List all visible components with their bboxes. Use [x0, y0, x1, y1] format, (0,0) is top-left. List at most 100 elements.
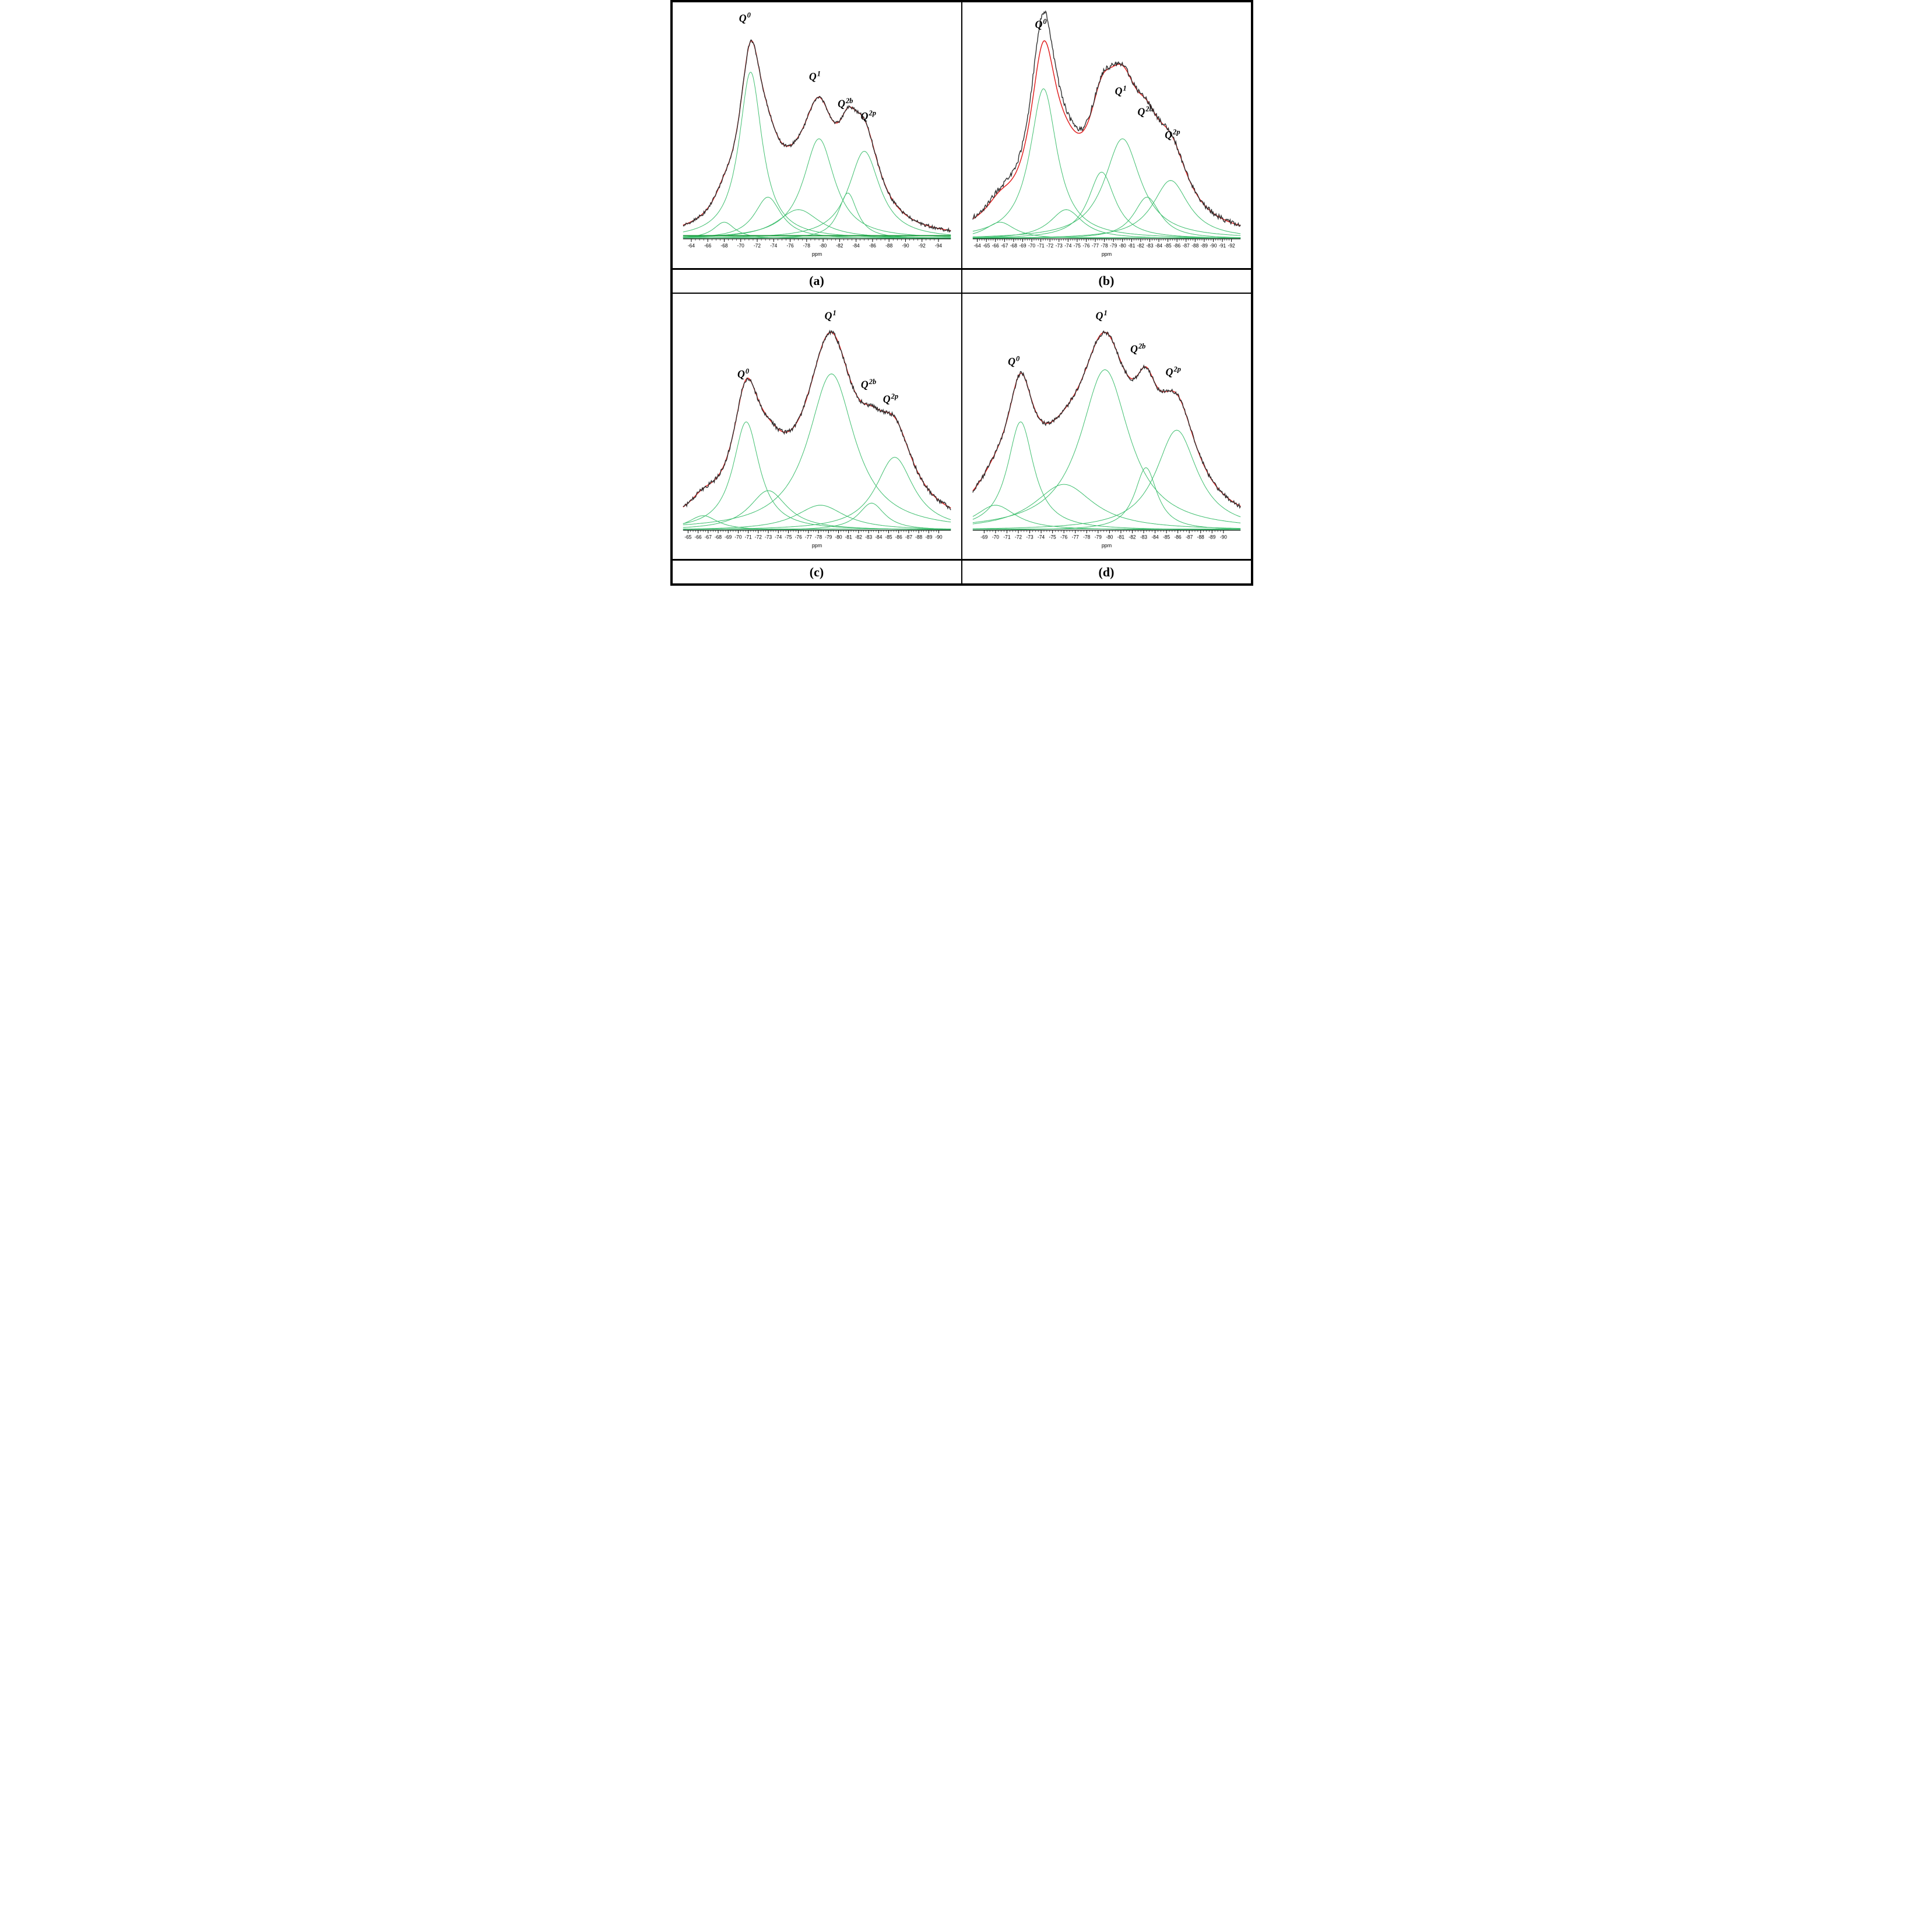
svg-text:-90: -90: [1210, 242, 1217, 248]
svg-text:-69: -69: [1019, 242, 1026, 248]
svg-text:Q2p: Q2p: [1165, 128, 1180, 141]
svg-text:-72: -72: [1014, 534, 1021, 540]
caption-row-d: (d): [962, 559, 1251, 583]
svg-text:Q2b: Q2b: [1137, 105, 1152, 118]
svg-text:-70: -70: [1028, 242, 1035, 248]
svg-text:-84: -84: [875, 534, 882, 540]
svg-text:ppm: ppm: [1101, 542, 1111, 548]
svg-text:-86: -86: [1173, 242, 1180, 248]
svg-text:-77: -77: [804, 534, 811, 540]
svg-text:-80: -80: [820, 242, 827, 248]
svg-text:-68: -68: [720, 242, 727, 248]
svg-text:-86: -86: [895, 534, 902, 540]
svg-text:-65: -65: [684, 534, 691, 540]
svg-text:ppm: ppm: [1101, 251, 1111, 257]
caption-row-c: (c): [673, 559, 961, 583]
svg-text:-75: -75: [1073, 242, 1080, 248]
svg-text:-84: -84: [1151, 534, 1158, 540]
svg-text:-74: -74: [1038, 534, 1045, 540]
svg-text:-87: -87: [1182, 242, 1189, 248]
svg-text:-85: -85: [1164, 242, 1171, 248]
panel-c: -65-66-67-68-69-70-71-72-73-74-75-76-77-…: [672, 293, 962, 585]
svg-text:-81: -81: [1117, 534, 1124, 540]
svg-text:-66: -66: [992, 242, 999, 248]
svg-text:-66: -66: [704, 242, 711, 248]
svg-text:-67: -67: [704, 534, 711, 540]
svg-text:-76: -76: [794, 534, 801, 540]
svg-text:-94: -94: [934, 242, 941, 248]
svg-text:-87: -87: [905, 534, 912, 540]
svg-text:-76: -76: [1060, 534, 1067, 540]
svg-text:-90: -90: [935, 534, 942, 540]
svg-text:-74: -74: [775, 534, 782, 540]
caption-c: (c): [810, 565, 824, 580]
svg-text:-64: -64: [687, 242, 694, 248]
svg-text:-86: -86: [1174, 534, 1181, 540]
svg-text:-81: -81: [845, 534, 852, 540]
svg-text:-80: -80: [835, 534, 842, 540]
svg-text:-84: -84: [1155, 242, 1162, 248]
svg-text:-89: -89: [1208, 534, 1215, 540]
svg-text:-92: -92: [918, 242, 925, 248]
svg-text:-70: -70: [992, 534, 999, 540]
figure-grid: -64-66-68-70-72-74-76-78-80-82-84-86-88-…: [670, 0, 1253, 586]
svg-text:-82: -82: [836, 242, 843, 248]
svg-text:-71: -71: [744, 534, 751, 540]
caption-a: (a): [809, 273, 824, 288]
svg-text:-86: -86: [869, 242, 876, 248]
svg-text:-78: -78: [815, 534, 822, 540]
svg-text:-70: -70: [737, 242, 744, 248]
svg-text:Q0: Q0: [1008, 354, 1020, 368]
svg-text:Q0: Q0: [739, 11, 751, 24]
svg-text:-88: -88: [885, 242, 892, 248]
panel-d: -69-70-71-72-73-74-75-76-77-78-79-80-81-…: [962, 293, 1251, 585]
svg-text:Q1: Q1: [1115, 84, 1126, 97]
svg-text:-72: -72: [753, 242, 760, 248]
svg-text:ppm: ppm: [811, 542, 821, 548]
svg-text:-73: -73: [764, 534, 771, 540]
svg-text:-88: -88: [1191, 242, 1198, 248]
svg-text:-88: -88: [915, 534, 922, 540]
svg-text:-67: -67: [1001, 242, 1008, 248]
caption-d: (d): [1099, 565, 1115, 580]
svg-text:Q2p: Q2p: [1165, 365, 1180, 378]
svg-text:-79: -79: [1110, 242, 1117, 248]
svg-text:-70: -70: [734, 534, 741, 540]
svg-text:-83: -83: [1146, 242, 1153, 248]
svg-text:-75: -75: [1049, 534, 1056, 540]
svg-text:-64: -64: [973, 242, 980, 248]
svg-text:Q1: Q1: [1095, 308, 1107, 322]
svg-text:-71: -71: [1003, 534, 1010, 540]
svg-text:-80: -80: [1119, 242, 1126, 248]
svg-text:-89: -89: [925, 534, 932, 540]
plot-a: -64-66-68-70-72-74-76-78-80-82-84-86-88-…: [673, 2, 961, 268]
svg-text:-90: -90: [1219, 534, 1226, 540]
svg-text:-82: -82: [1137, 242, 1144, 248]
svg-text:-79: -79: [1094, 534, 1101, 540]
plot-d: -69-70-71-72-73-74-75-76-77-78-79-80-81-…: [962, 294, 1251, 559]
svg-text:-74: -74: [1064, 242, 1071, 248]
svg-text:-65: -65: [983, 242, 990, 248]
svg-text:-83: -83: [1140, 534, 1147, 540]
svg-text:-77: -77: [1071, 534, 1078, 540]
panel-b: -64-65-66-67-68-69-70-71-72-73-74-75-76-…: [962, 2, 1251, 293]
plot-c: -65-66-67-68-69-70-71-72-73-74-75-76-77-…: [673, 294, 961, 559]
svg-text:-76: -76: [1082, 242, 1089, 248]
svg-text:-78: -78: [1101, 242, 1108, 248]
svg-text:-69: -69: [725, 534, 732, 540]
svg-text:-72: -72: [1046, 242, 1053, 248]
svg-text:-82: -82: [855, 534, 862, 540]
svg-text:-80: -80: [1106, 534, 1113, 540]
svg-text:-78: -78: [803, 242, 810, 248]
svg-text:-92: -92: [1228, 242, 1235, 248]
svg-text:-74: -74: [770, 242, 777, 248]
svg-text:Q0: Q0: [1035, 17, 1047, 31]
svg-text:-68: -68: [1010, 242, 1017, 248]
svg-text:Q2b: Q2b: [1130, 342, 1145, 355]
svg-text:-82: -82: [1129, 534, 1135, 540]
svg-text:-76: -76: [786, 242, 793, 248]
caption-row-b: (b): [962, 268, 1251, 293]
svg-text:-71: -71: [1037, 242, 1044, 248]
caption-row-a: (a): [673, 268, 961, 293]
svg-text:Q2p: Q2p: [883, 392, 898, 405]
